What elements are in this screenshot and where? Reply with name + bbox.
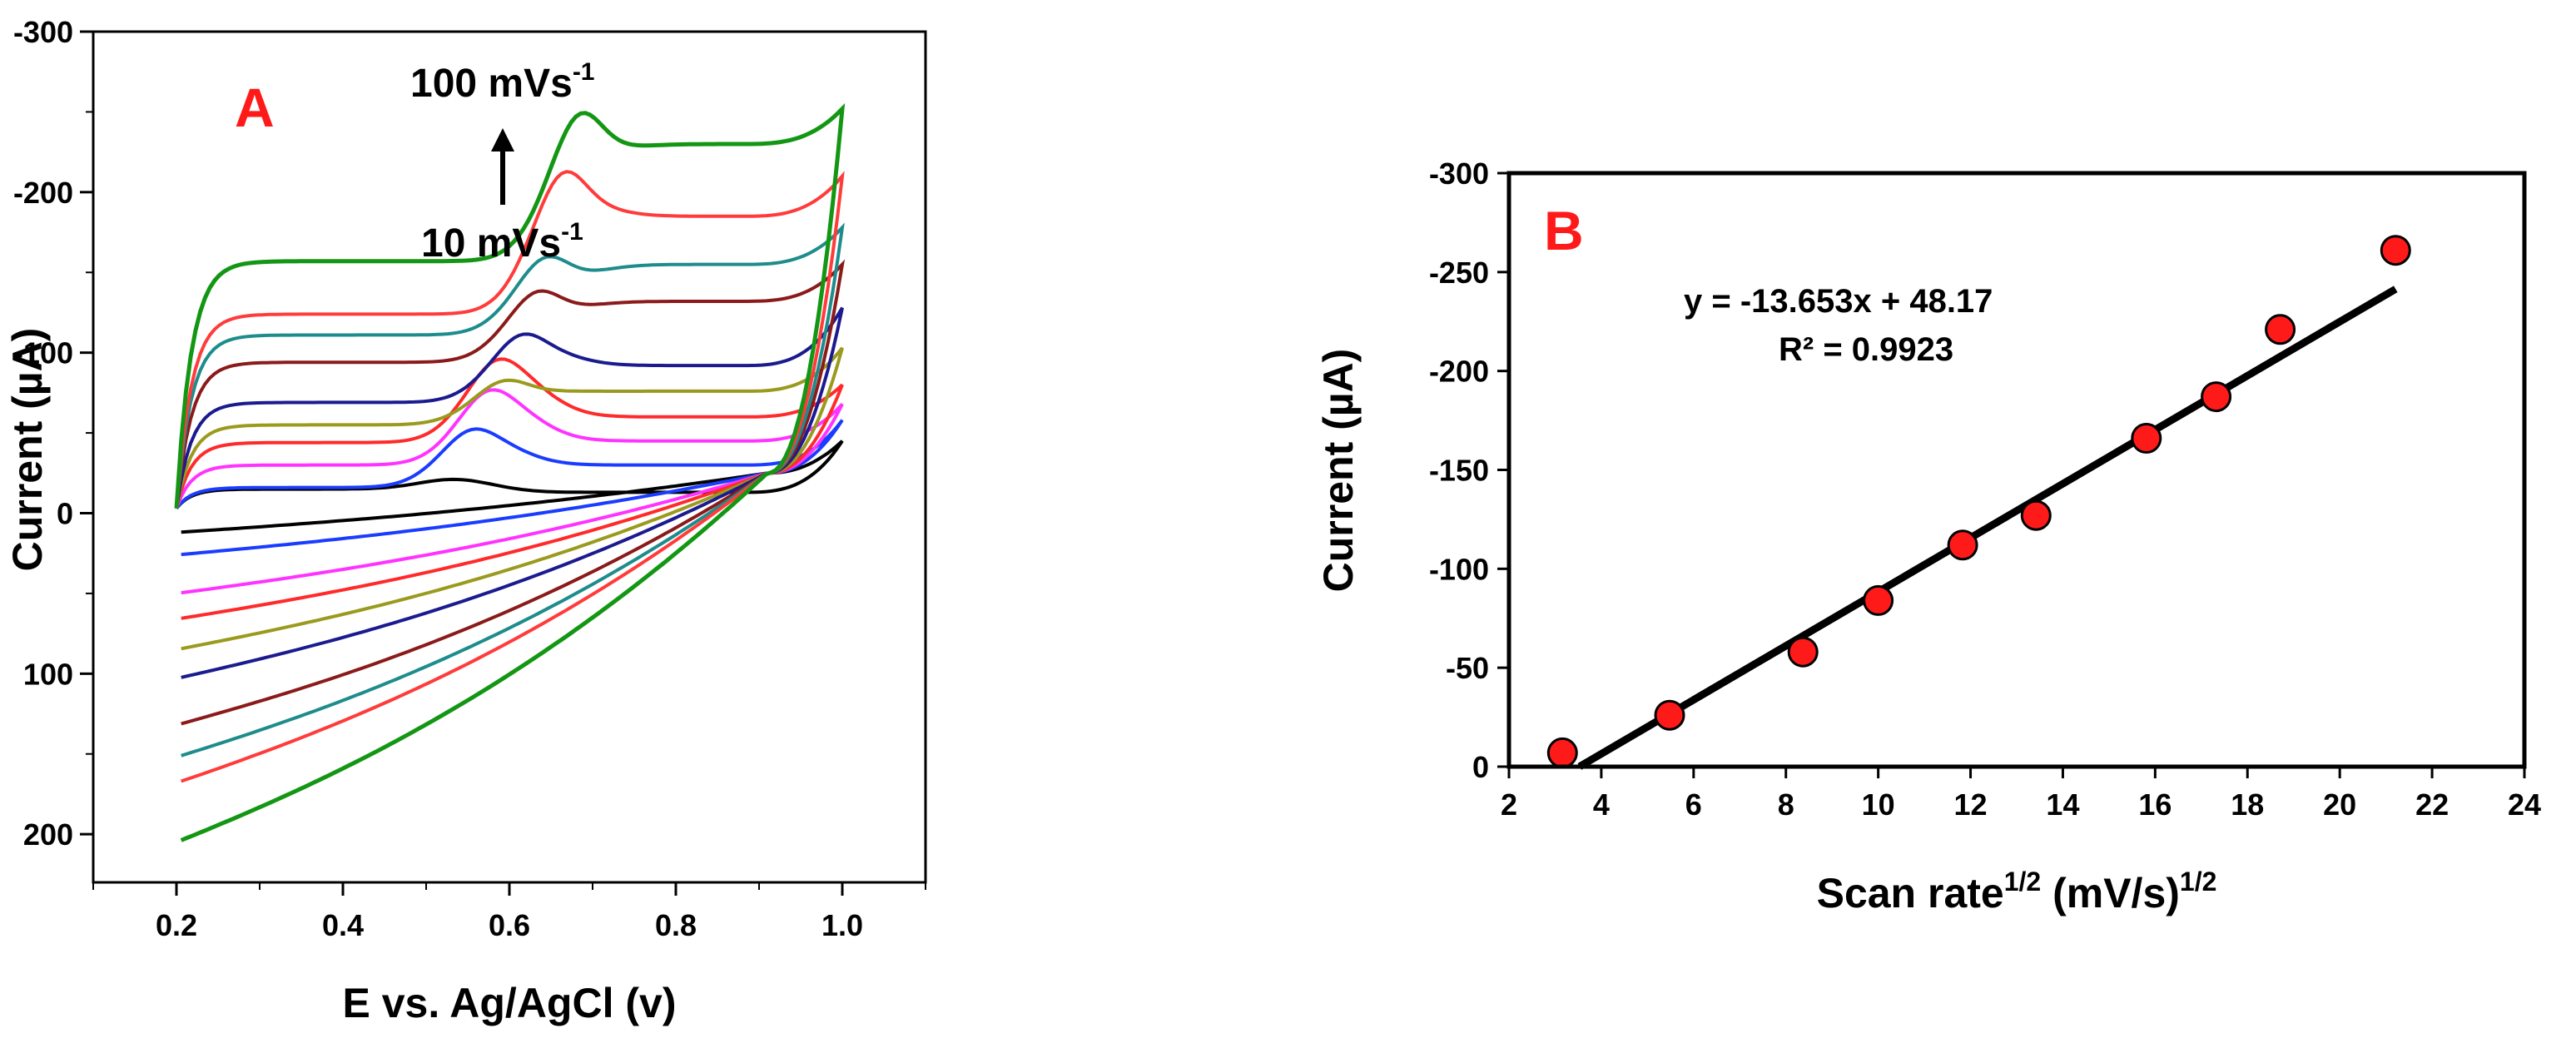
data-point-3 — [1787, 636, 1819, 668]
panel-b: 2 4 6 8 10 12 14 16 18 20 22 240-50-100-150-200-250… — [1315, 156, 2541, 916]
annotation-bottom-sup: -1 — [561, 218, 583, 246]
annotation-top-main: 100 mVs — [410, 62, 573, 106]
panel-a-ticks: 0.2 0.4 0.6 0.8 1.0 -300 -200 -100 0 100 200 — [13, 15, 926, 942]
cv-curve-3 — [175, 388, 844, 595]
panel-b-frame — [1506, 171, 2527, 769]
b-ytick-label-4: -200 — [1429, 355, 1489, 389]
cv-curve-2 — [175, 419, 844, 557]
panel-a-plot-area — [174, 102, 846, 842]
b-xtick-label-9: 20 — [2323, 787, 2356, 822]
cv-curve-9 — [175, 170, 845, 783]
panel-b-label: B — [1544, 200, 1584, 261]
data-point-10 — [2380, 235, 2411, 266]
a-ytick-label-3: 0 — [57, 496, 73, 530]
panel-a-label: A — [235, 77, 275, 138]
a-ytick-label-4: 100 — [23, 657, 73, 691]
data-point-1 — [1546, 737, 1578, 768]
scan-rate-arrow — [491, 128, 514, 205]
b-ytick-label-6: -300 — [1429, 156, 1489, 191]
x-title-sup-2: 1/2 — [2180, 867, 2216, 897]
cv-curve-4 — [175, 357, 844, 620]
fit-line — [1577, 286, 2398, 770]
panel-b-plot-area — [1546, 235, 2411, 770]
panel-a: 0.2 0.4 0.6 0.8 1.0 -300 -200 -100 0 100 200 A 100… — [4, 15, 927, 1026]
a-xtick-label-4: 1.0 — [821, 908, 863, 942]
cv-curve-6 — [175, 306, 844, 679]
panel-a-x-axis-title: E vs. Ag/AgCl (v) — [343, 980, 677, 1026]
a-xtick-label-0: 0.2 — [156, 908, 197, 942]
annotation-top: 100 mVs-1 — [410, 58, 595, 106]
x-title-sup-1: 1/2 — [2004, 867, 2041, 897]
data-point-7 — [2131, 423, 2162, 454]
data-point-2 — [1654, 699, 1685, 731]
a-xtick-label-2: 0.6 — [489, 908, 530, 942]
a-ytick-label-0: -300 — [13, 15, 73, 49]
b-xtick-label-5: 12 — [1954, 787, 1988, 822]
annotation-bottom: 10 mVs-1 — [421, 218, 583, 266]
b-xtick-label-0: 2 — [1501, 787, 1517, 822]
data-point-4 — [1863, 584, 1894, 616]
a-ytick-label-1: -200 — [13, 176, 73, 210]
b-xtick-label-6: 14 — [2046, 787, 2079, 822]
a-xtick-label-3: 0.8 — [655, 908, 697, 942]
panel-b-ticks: 2 4 6 8 10 12 14 16 18 20 22 240-50-100-150-200-250… — [1429, 156, 2541, 822]
b-ytick-label-0: 0 — [1472, 750, 1489, 784]
cv-curve-10 — [174, 102, 846, 842]
b-xtick-label-2: 6 — [1685, 787, 1702, 822]
b-ytick-label-1: -50 — [1446, 651, 1489, 685]
a-xtick-label-1: 0.4 — [322, 908, 364, 942]
fit-equation: y = -13.653x + 48.17 — [1684, 283, 1993, 320]
a-ytick-label-5: 200 — [23, 817, 73, 852]
panel-a-y-axis-title: Current (µA) — [4, 328, 51, 572]
b-xtick-label-10: 22 — [2415, 787, 2449, 822]
b-xtick-label-3: 8 — [1778, 787, 1794, 822]
b-ytick-label-2: -100 — [1429, 552, 1489, 586]
cv-curve-5 — [175, 346, 844, 651]
b-xtick-label-1: 4 — [1593, 787, 1610, 822]
panel-b-y-axis-title: Current (µA) — [1315, 349, 1362, 593]
data-point-6 — [2020, 499, 2052, 531]
b-xtick-label-11: 24 — [2508, 787, 2541, 822]
b-ytick-label-3: -150 — [1429, 454, 1489, 488]
b-xtick-label-4: 10 — [1862, 787, 1895, 822]
fit-r-squared: R² = 0.9923 — [1779, 331, 1953, 368]
x-title-mid: (mV/s) — [2041, 870, 2180, 916]
b-ytick-label-5: -250 — [1429, 256, 1489, 290]
x-title-main: Scan rate — [1817, 870, 2004, 916]
cv-curve-7 — [175, 259, 846, 726]
panel-b-x-axis-title: Scan rate1/2 (mV/s)1/2 — [1817, 867, 2217, 916]
cv-curve-8 — [175, 222, 845, 757]
a-ytick-label-2: -100 — [13, 336, 73, 370]
cv-curve-1 — [175, 440, 844, 534]
data-point-8 — [2201, 381, 2232, 413]
annotation-bottom-main: 10 mVs — [421, 221, 561, 266]
data-point-5 — [1947, 529, 1978, 561]
annotation-top-sup: -1 — [573, 58, 595, 86]
b-xtick-label-8: 18 — [2231, 787, 2264, 822]
data-point-9 — [2265, 314, 2296, 345]
b-xtick-label-7: 16 — [2138, 787, 2171, 822]
